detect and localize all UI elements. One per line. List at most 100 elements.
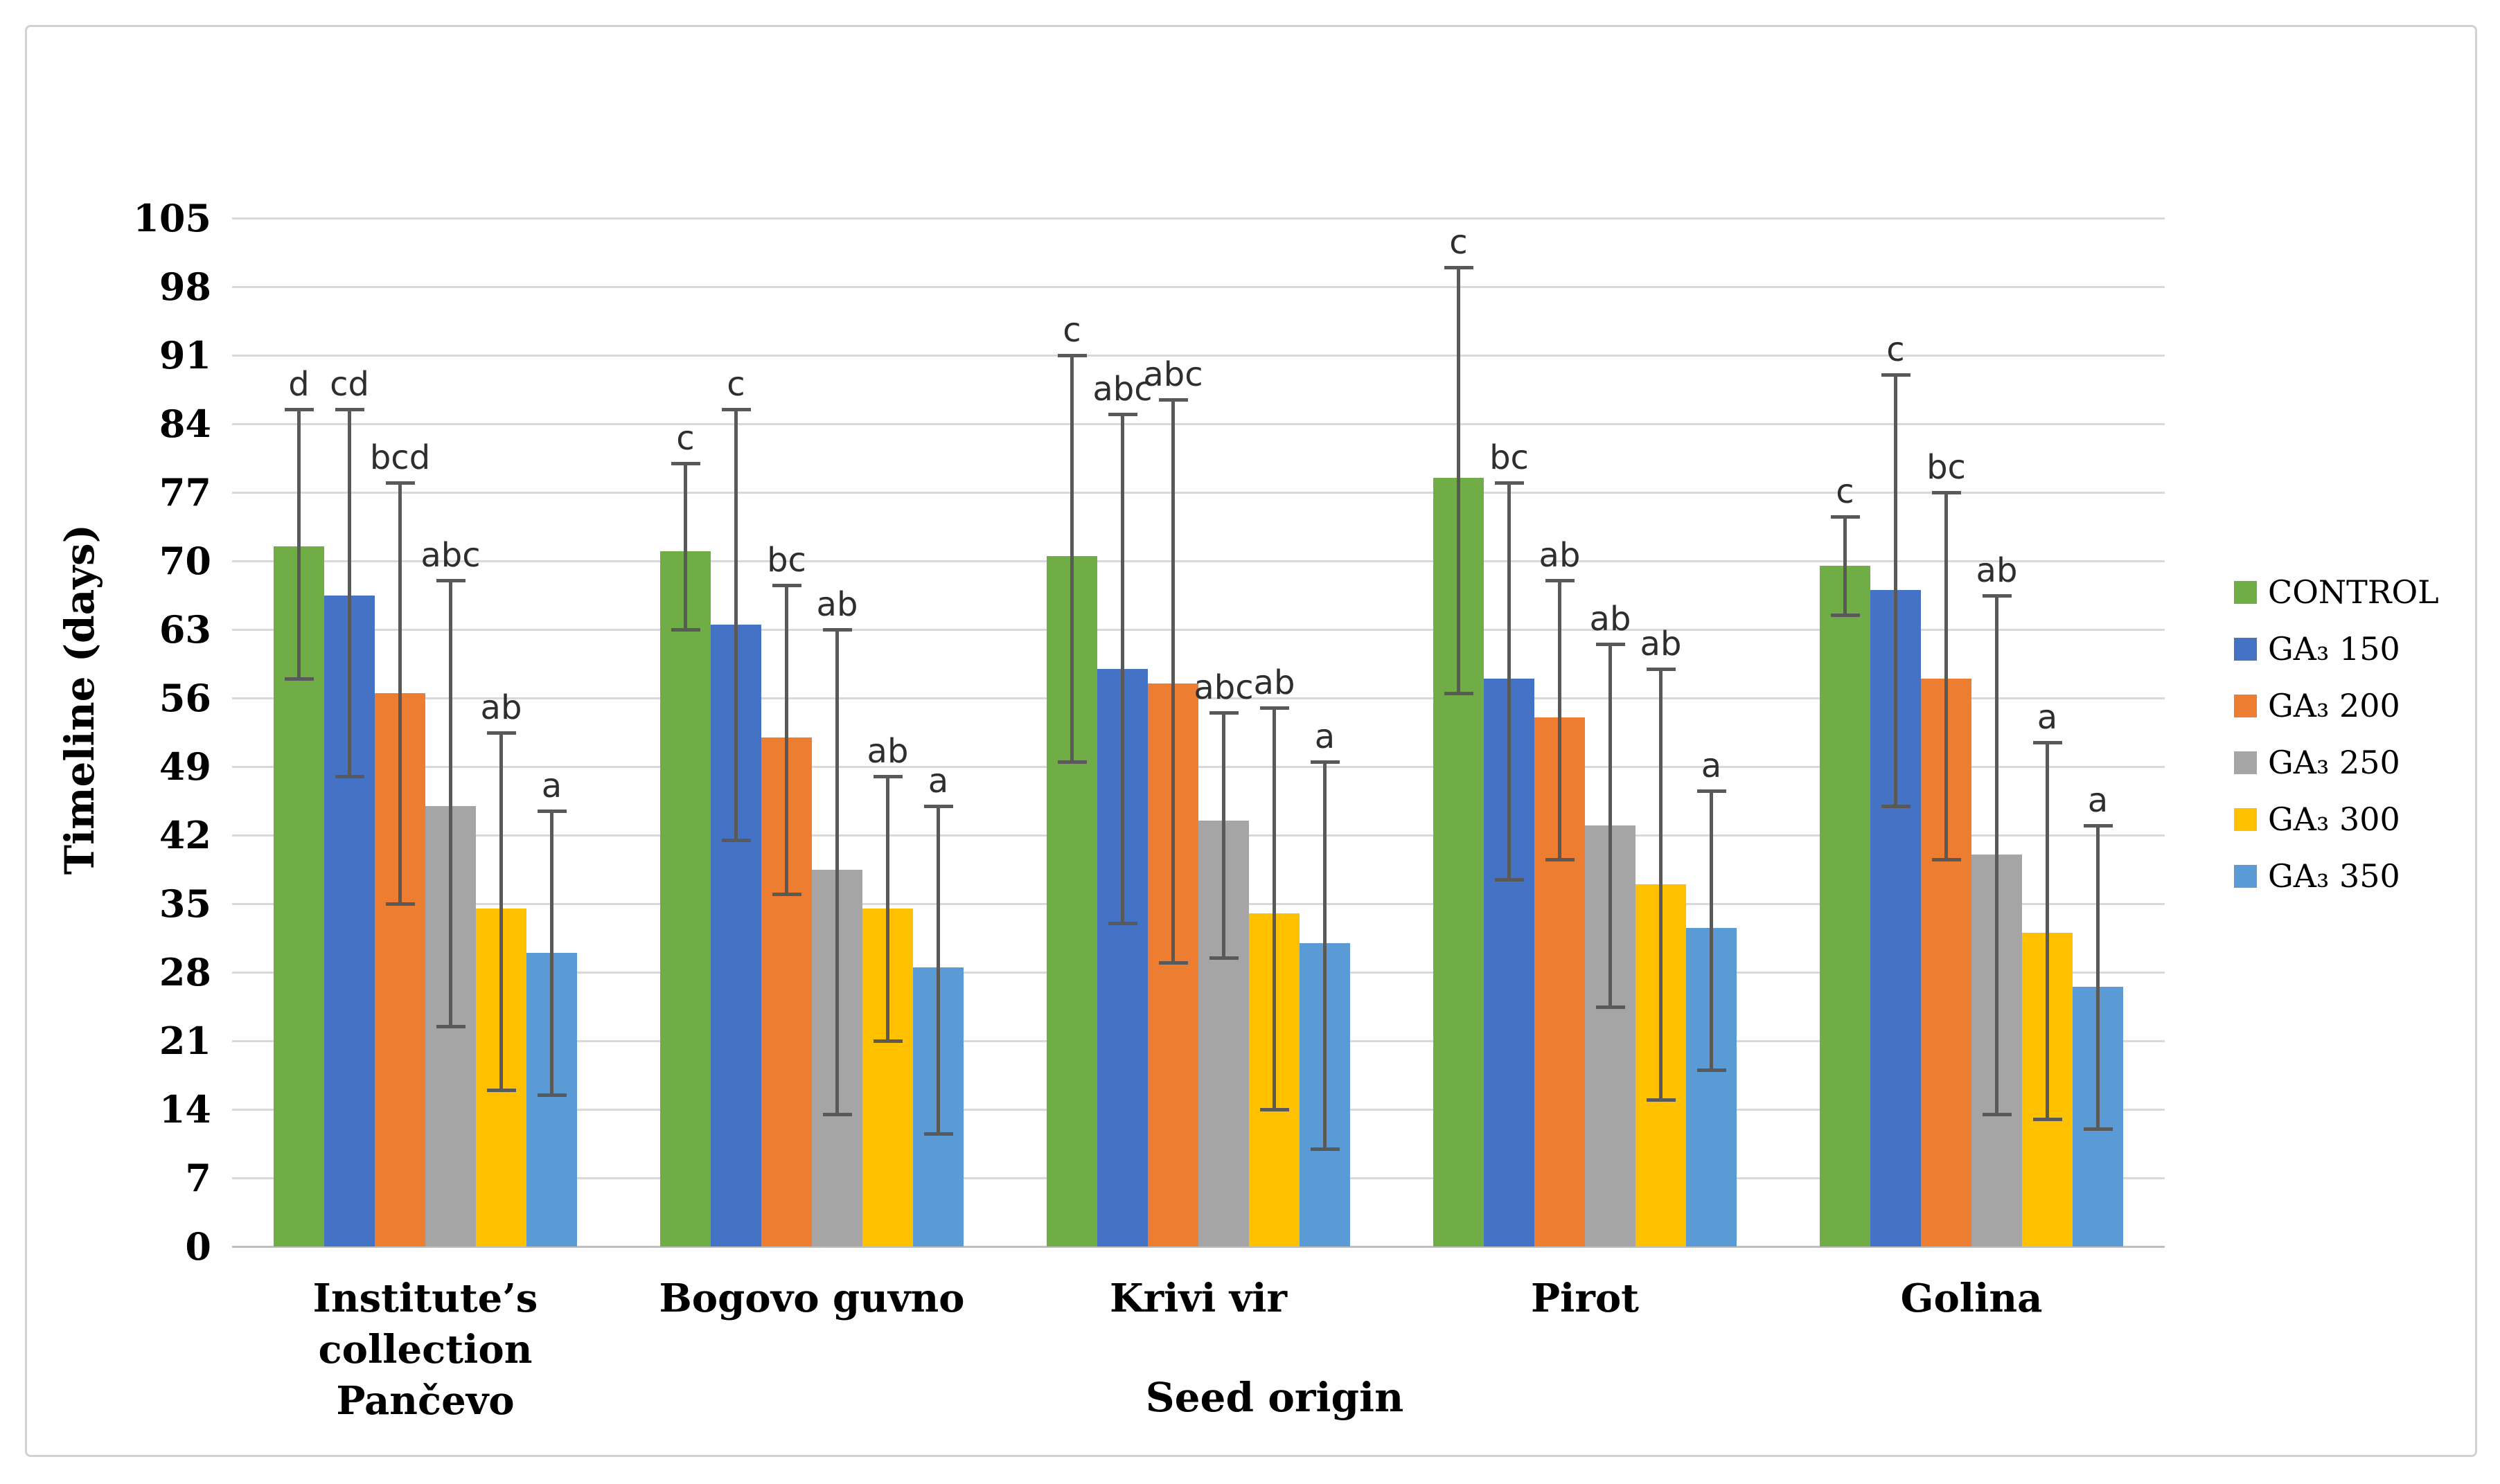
error-bar [1457,267,1460,693]
significance-letter: bc [1926,448,1966,487]
figure-border [25,25,2477,1457]
legend-label: GA₃ 350 [2268,857,2400,895]
error-bar-cap-bottom [671,628,700,632]
error-bar-cap-bottom [1545,858,1575,862]
significance-letter: abc [1092,369,1153,409]
y-tick-label: 35 [159,882,211,926]
error-bar-cap-bottom [335,775,364,779]
y-tick-label: 28 [159,950,211,994]
significance-letter: ab [816,585,858,624]
error-bar-cap-top [537,809,567,813]
gridline-y56 [232,697,2165,699]
error-bar-cap-top [1310,760,1340,764]
error-bar-cap-bottom [1494,877,1524,882]
error-bar-cap-bottom [822,1113,852,1117]
y-axis-title: Timeline (days) [56,524,103,875]
error-bar-cap-top [1444,265,1473,269]
legend-item: GA₃ 150 [2234,620,2439,677]
legend-swatch-icon [2234,637,2257,661]
significance-letter: ab [1539,536,1581,575]
gridline-y105 [232,217,2165,220]
error-bar-cap-top [335,407,364,411]
legend: CONTROL GA₃ 150 GA₃ 200 GA₃ 250 GA₃ 300 GA₃ 3… [2234,564,2439,904]
error-bar-cap-bottom [486,1088,516,1092]
error-bar [2046,742,2049,1120]
error-bar-cap-top [822,628,852,632]
error-bar-cap-top [873,775,903,779]
significance-letter: ab [867,732,909,771]
error-bar-cap-bottom [1595,1005,1625,1009]
y-tick-label: 98 [159,265,211,309]
error-bar [1659,668,1663,1100]
x-axis-title: Seed origin [1145,1374,1404,1421]
error-bar-cap-top [1696,789,1726,794]
error-bar-cap-top [721,407,751,411]
significance-letter: ab [1253,663,1295,703]
error-bar-cap-bottom [1158,960,1188,965]
error-bar [348,409,351,777]
significance-letter: c [1886,330,1905,370]
error-bar-cap-bottom [1108,922,1137,926]
error-bar [1894,375,1897,806]
significance-letter: abc [1143,355,1203,394]
category-label: Golina [1900,1276,2043,1321]
gridline-y98 [232,286,2165,288]
error-bar-cap-top [2032,740,2062,744]
error-bar-cap-top [1259,706,1289,710]
legend-label: GA₃ 250 [2268,744,2400,781]
error-bar-cap-bottom [284,677,314,681]
significance-letter: c [676,418,695,458]
error-bar [449,580,452,1026]
significance-letter: c [1836,472,1854,512]
legend-swatch-icon [2234,580,2257,604]
legend-label: GA₃ 150 [2268,630,2400,668]
error-bar [734,409,738,841]
gridline-y91 [232,355,2165,357]
error-bar [2096,825,2100,1129]
error-bar [1944,492,1948,860]
error-bar [1843,517,1847,615]
error-bar-cap-top [1931,491,1961,494]
error-bar-cap-top [923,804,953,808]
error-bar-cap-top [436,579,466,583]
legend-item: GA₃ 350 [2234,848,2439,904]
legend-label: GA₃ 200 [2268,687,2400,724]
error-bar-cap-bottom [2083,1127,2113,1132]
legend-swatch-icon [2234,694,2257,717]
y-tick-label: 49 [159,744,211,789]
error-bar-cap-bottom [385,902,415,906]
error-bar-cap-bottom [873,1039,903,1043]
error-bar [835,629,839,1115]
error-bar-cap-top [671,461,700,465]
error-bar [1710,791,1713,1071]
significance-letter: abc [420,536,481,575]
error-bar-cap-bottom [1696,1069,1726,1073]
category-label: Bogovo guvno [659,1276,965,1321]
legend-swatch-icon [2234,751,2257,774]
error-bar [398,482,402,904]
error-bar [785,585,788,894]
error-bar [1558,580,1561,860]
error-bar-cap-top [1646,667,1676,671]
significance-letter: cd [330,364,369,404]
y-tick-label: 91 [159,333,211,377]
error-bar-cap-bottom [1259,1108,1289,1111]
y-tick-label: 84 [159,402,211,446]
y-tick-label: 14 [159,1087,211,1132]
error-bar-cap-bottom [1057,760,1087,764]
error-bar-cap-top [284,407,314,411]
error-bar-cap-bottom [923,1132,953,1136]
error-bar-cap-top [486,731,516,735]
bar-CONTROL-cat1 [660,551,711,1246]
error-bar [1995,595,1998,1115]
significance-letter: ab [1589,600,1631,639]
significance-letter: d [288,364,310,404]
gridline-y0 [232,1246,2165,1248]
gridline-y77 [232,492,2165,494]
y-tick-label: 42 [159,813,211,857]
error-bar-cap-bottom [436,1024,466,1028]
significance-letter: ab [480,688,522,727]
error-bar [1608,644,1612,1007]
significance-letter: ab [1640,624,1682,663]
